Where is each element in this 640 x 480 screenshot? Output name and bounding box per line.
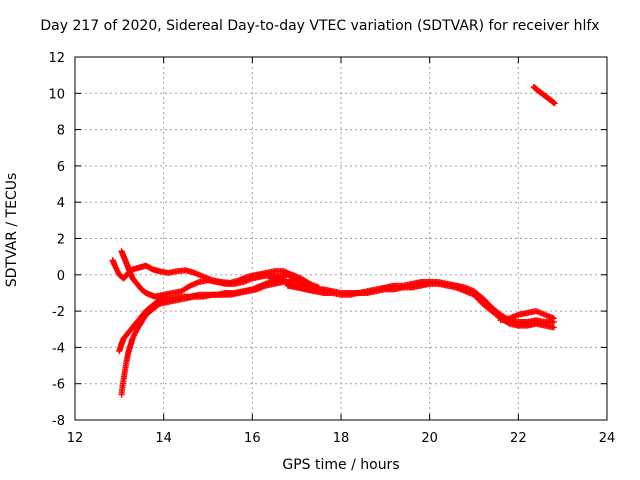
y-axis-label: SDTVAR / TECUs <box>4 172 20 288</box>
y-tick-label: 2 <box>57 233 65 248</box>
grid <box>75 57 607 420</box>
y-tick-label: -2 <box>52 305 65 320</box>
data-point <box>551 100 558 107</box>
series-track-d <box>116 277 282 355</box>
x-axis-label: GPS time / hours <box>282 457 400 473</box>
x-tick-label: 24 <box>599 431 616 446</box>
y-tick-label: 12 <box>48 51 65 66</box>
series-track-h <box>530 83 558 107</box>
data-point <box>550 324 557 331</box>
x-tick-label: 14 <box>155 431 172 446</box>
series-track-f <box>284 280 557 331</box>
data-points <box>109 83 558 398</box>
y-tick-label: 6 <box>57 160 65 175</box>
x-tick-label: 22 <box>510 431 527 446</box>
x-tick-label: 16 <box>244 431 261 446</box>
y-tick-label: 4 <box>57 196 65 211</box>
x-tick-label: 20 <box>421 431 438 446</box>
x-tick-label: 12 <box>67 431 84 446</box>
y-tick-label: 10 <box>48 87 65 102</box>
y-tick-label: 0 <box>57 269 65 284</box>
series-track-g <box>497 308 557 324</box>
y-tick-label: -4 <box>52 341 65 356</box>
data-point <box>550 315 557 322</box>
chart-title: Day 217 of 2020, Sidereal Day-to-day VTE… <box>40 18 600 34</box>
x-tick-label: 18 <box>333 431 350 446</box>
y-tick-label: -8 <box>52 414 65 429</box>
y-tick-label: -6 <box>52 378 65 393</box>
x-axis-ticks: 12 14 16 18 20 22 24 <box>67 57 616 446</box>
y-tick-label: 8 <box>57 124 65 139</box>
y-axis-ticks: -8 -6 -4 -2 0 2 4 6 8 10 12 <box>48 51 607 429</box>
